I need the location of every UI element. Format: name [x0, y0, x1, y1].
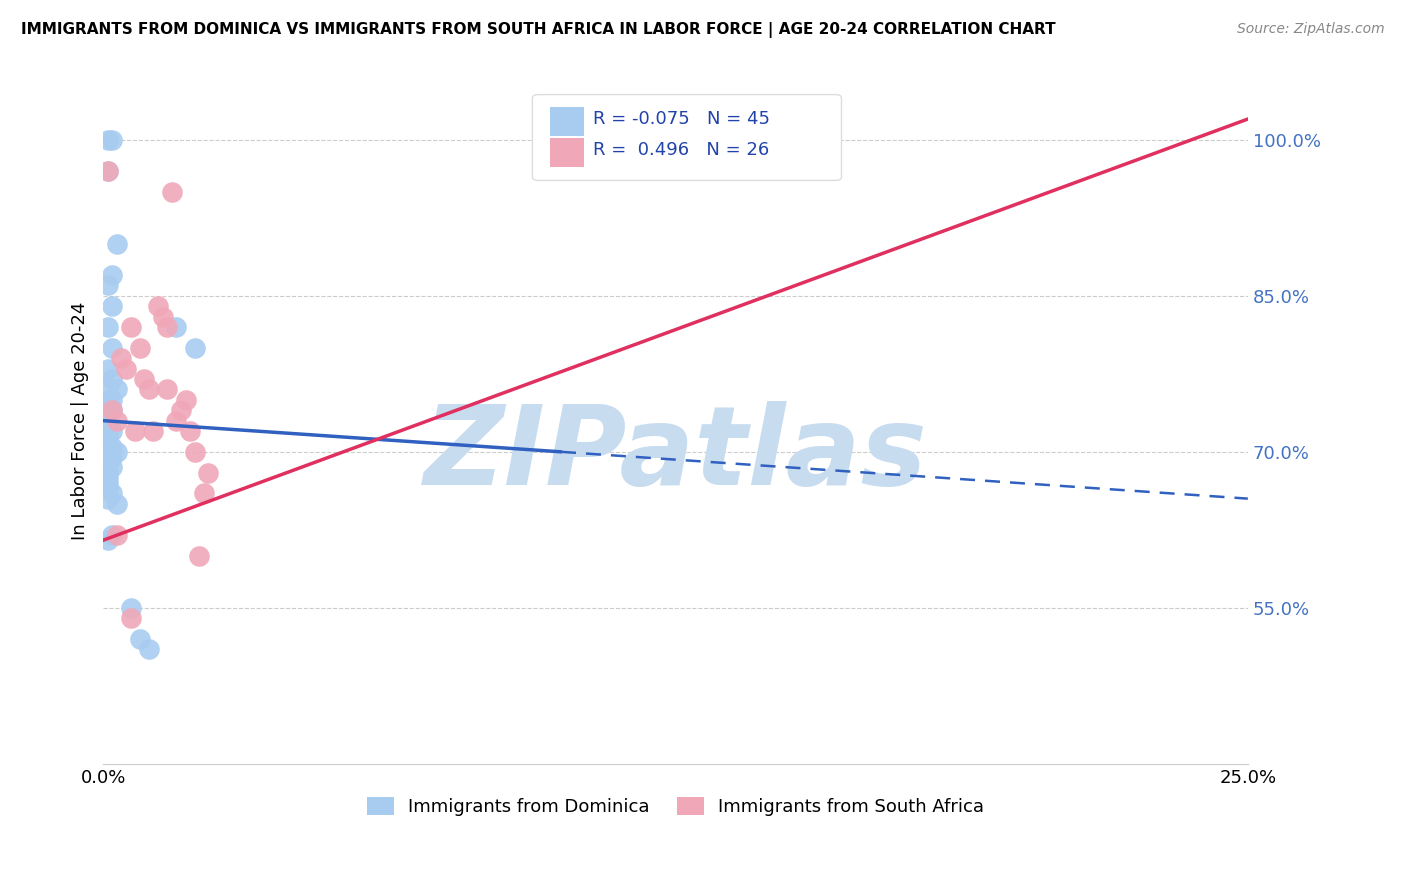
Text: ZIPatlas: ZIPatlas [423, 401, 928, 508]
Point [97, 471, 120, 485]
Point [97, 491, 120, 506]
Point [197, 466, 219, 480]
Point [97, 409, 120, 423]
Point [128, 632, 150, 646]
FancyBboxPatch shape [533, 95, 841, 180]
Point [101, 528, 124, 542]
Point [142, 424, 165, 438]
Point [97, 361, 120, 376]
Point [101, 299, 124, 313]
Point [97, 481, 120, 495]
Point [97, 455, 120, 469]
Point [97, 398, 120, 412]
Text: R =  0.496   N = 26: R = 0.496 N = 26 [593, 141, 769, 159]
Text: R = -0.075   N = 45: R = -0.075 N = 45 [593, 110, 770, 128]
Point [105, 445, 128, 459]
Point [97, 418, 120, 433]
Point [97, 320, 120, 334]
Point [97, 476, 120, 491]
Point [97, 533, 120, 548]
Point [120, 611, 142, 625]
Text: Source: ZipAtlas.com: Source: ZipAtlas.com [1237, 22, 1385, 37]
Point [97, 133, 120, 147]
Point [101, 403, 124, 417]
Point [97, 434, 120, 449]
Point [97, 445, 120, 459]
Point [101, 424, 124, 438]
Point [101, 268, 124, 282]
Point [120, 600, 142, 615]
Point [183, 445, 205, 459]
Point [165, 320, 187, 334]
Point [138, 383, 160, 397]
Point [138, 642, 160, 657]
Point [101, 133, 124, 147]
Point [101, 440, 124, 454]
Point [101, 372, 124, 386]
Y-axis label: In Labor Force | Age 20-24: In Labor Force | Age 20-24 [72, 301, 89, 540]
Text: IMMIGRANTS FROM DOMINICA VS IMMIGRANTS FROM SOUTH AFRICA IN LABOR FORCE | AGE 20: IMMIGRANTS FROM DOMINICA VS IMMIGRANTS F… [21, 22, 1056, 38]
Point [101, 403, 124, 417]
Point [120, 320, 142, 334]
Point [105, 497, 128, 511]
Point [105, 236, 128, 251]
Point [174, 392, 197, 407]
Point [97, 466, 120, 480]
Point [160, 185, 183, 199]
Point [105, 383, 128, 397]
Point [134, 372, 156, 386]
Point [165, 414, 187, 428]
Point [97, 164, 120, 178]
Point [97, 429, 120, 443]
Point [97, 414, 120, 428]
Point [97, 392, 120, 407]
Point [101, 392, 124, 407]
Point [183, 341, 205, 355]
Point [124, 424, 146, 438]
FancyBboxPatch shape [550, 138, 583, 167]
Point [97, 278, 120, 293]
Point [105, 528, 128, 542]
Point [170, 403, 193, 417]
Point [110, 351, 132, 366]
Point [101, 486, 124, 500]
Point [152, 310, 174, 324]
Point [101, 450, 124, 464]
FancyBboxPatch shape [550, 107, 583, 136]
Point [105, 414, 128, 428]
Point [101, 341, 124, 355]
Point [97, 164, 120, 178]
Point [128, 341, 150, 355]
Point [115, 361, 138, 376]
Point [193, 486, 215, 500]
Point [146, 299, 169, 313]
Point [179, 424, 201, 438]
Point [101, 460, 124, 475]
Point [188, 549, 211, 563]
Legend: Immigrants from Dominica, Immigrants from South Africa: Immigrants from Dominica, Immigrants fro… [360, 789, 991, 823]
Point [156, 383, 179, 397]
Point [156, 320, 179, 334]
Point [97, 383, 120, 397]
Point [97, 424, 120, 438]
Point [97, 434, 120, 449]
